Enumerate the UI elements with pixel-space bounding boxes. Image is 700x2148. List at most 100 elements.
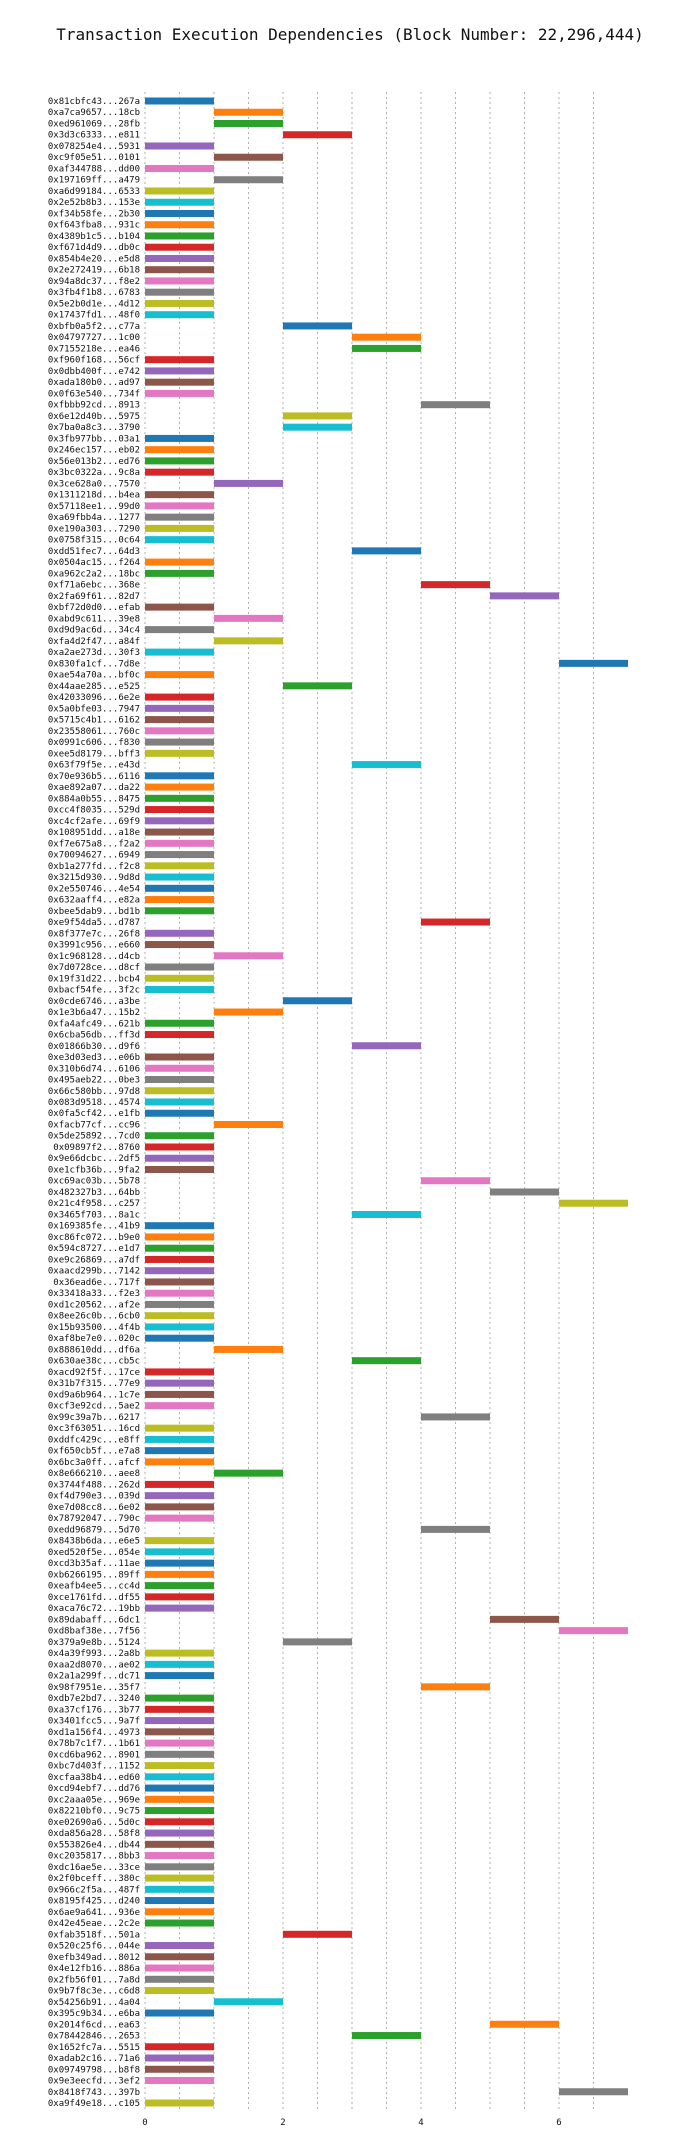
y-tick-label: 0x854b4e20...e5d8: [48, 254, 140, 264]
tx-bar: [145, 1852, 214, 1860]
tx-bar: [145, 986, 214, 994]
y-tick-label: 0x3d3c6333...e811: [48, 131, 140, 141]
y-tick-label: 0xae892a07...da22: [48, 783, 140, 793]
tx-bar: [145, 929, 214, 937]
y-tick-label: 0xaacd299b...7142: [48, 1267, 140, 1277]
tx-bar: [421, 1413, 490, 1421]
y-tick-label: 0xeafb4ee5...cc4d: [48, 1582, 140, 1592]
y-tick-label: 0x3401fcc5...9a7f: [48, 1717, 140, 1727]
y-tick-label: 0x482327b3...64bb: [48, 1188, 140, 1198]
y-tick-label: 0xa37cf176...3b77: [48, 1705, 140, 1715]
y-tick-label: 0xcd3b35af...11ae: [48, 1559, 140, 1569]
y-tick-label: 0xa9f49e18...c105: [48, 2099, 140, 2109]
tx-bar: [145, 1323, 214, 1331]
y-tick-label: 0x04797727...1c00: [48, 333, 140, 343]
tx-bar: [145, 378, 214, 386]
tx-bar: [214, 1345, 283, 1353]
y-tick-label: 0x379a9e8b...5124: [48, 1638, 140, 1648]
y-tick-label: 0xae54a70a...bf0c: [48, 671, 140, 681]
y-tick-label: 0x21c4f958...c257: [48, 1199, 140, 1209]
y-tick-label: 0x884a0b55...8475: [48, 794, 140, 804]
y-tick-label: 0xf671d4d9...db0c: [48, 243, 140, 253]
tx-bar: [145, 446, 214, 454]
y-tick-label: 0xaf8be7e0...020c: [48, 1334, 140, 1344]
y-tick-label: 0x81cbfc43...267a: [48, 97, 140, 107]
tx-bar: [145, 1975, 214, 1983]
y-tick-label: 0x395c9b34...e6ba: [48, 2009, 140, 2019]
tx-bar: [145, 1492, 214, 1500]
tx-bar: [145, 1222, 214, 1230]
tx-bar: [145, 1649, 214, 1657]
tx-bar: [145, 1289, 214, 1297]
y-tick-label: 0x2fb56f01...7a8d: [48, 1975, 140, 1985]
y-tick-label: 0x7ba0a8c3...3790: [48, 423, 140, 433]
tx-bar: [145, 1109, 214, 1117]
y-tick-label: 0x2e52b8b3...153e: [48, 198, 140, 208]
y-tick-label: 0x09897f2...8760: [53, 1143, 140, 1153]
tx-bar: [145, 1019, 214, 1027]
y-tick-label: 0x89dabaff...6dc1: [48, 1615, 140, 1625]
y-tick-label: 0x083d9518...4574: [48, 1098, 140, 1108]
tx-bar: [283, 1930, 352, 1938]
y-tick-label: 0x3215d930...9d8d: [48, 873, 140, 883]
tx-bar: [214, 614, 283, 622]
tx-bar: [283, 997, 352, 1005]
y-tick-label: 0x9b7f8c3e...c6d8: [48, 1987, 140, 1997]
tx-bar: [421, 918, 490, 926]
tx-bar: [490, 592, 559, 600]
tx-bar: [145, 1728, 214, 1736]
tx-bar: [421, 581, 490, 589]
y-tick-label: 0xcfaa38b4...ed60: [48, 1773, 140, 1783]
tx-bar: [145, 2077, 214, 2085]
tx-bar: [145, 1278, 214, 1286]
tx-bar: [145, 209, 214, 217]
y-tick-label: 0x1652fc7a...5515: [48, 2043, 140, 2053]
y-tick-label: 0xcd94ebf7...dd76: [48, 1784, 140, 1794]
tx-bar: [145, 626, 214, 634]
tx-bar: [559, 2088, 628, 2096]
y-tick-label: 0xce1761fd...df55: [48, 1593, 140, 1603]
y-tick-label: 0x888610dd...df6a: [48, 1345, 140, 1355]
tx-bar: [145, 1660, 214, 1668]
y-tick-label: 0x0504ac15...f264: [48, 558, 140, 568]
y-tick-label: 0x63f79f5e...e43d: [48, 761, 140, 771]
y-tick-label: 0x2014f6cd...ea63: [48, 2020, 140, 2030]
tx-bar: [145, 1987, 214, 1995]
y-tick-label: 0x78b7c1f7...1b61: [48, 1739, 140, 1749]
x-tick-label: 2: [280, 2118, 285, 2128]
tx-bar: [145, 806, 214, 814]
y-tick-label: 0xc69ac03b...5b78: [48, 1177, 140, 1187]
y-tick-label: 0x9e66dcbc...2df5: [48, 1154, 140, 1164]
tx-bar: [145, 1829, 214, 1837]
tx-bar: [352, 547, 421, 555]
tx-bar: [145, 862, 214, 870]
y-tick-label: 0x7155218e...ea46: [48, 344, 140, 354]
tx-bar: [145, 1435, 214, 1443]
y-tick-label: 0x553826e4...db44: [48, 1840, 140, 1850]
tx-bar: [145, 389, 214, 397]
x-tick-labels: 0 2 4 6: [142, 2118, 561, 2128]
y-tick-label: 0x70e936b5...6116: [48, 772, 140, 782]
tx-bar: [145, 851, 214, 859]
y-tick-label: 0xe1cfb36b...9fa2: [48, 1165, 140, 1175]
tx-bar: [145, 716, 214, 724]
y-tick-label: 0xbee5dab9...bd1b: [48, 907, 140, 917]
tx-bar: [145, 502, 214, 510]
tx-bar: [145, 1548, 214, 1556]
tx-bar: [145, 97, 214, 105]
y-tick-label: 0xf960f168...56cf: [48, 356, 140, 366]
y-tick-label: 0x42033096...6e2e: [48, 693, 140, 703]
tx-bar: [145, 1582, 214, 1590]
tx-bar: [283, 682, 352, 690]
y-tick-label: 0x5de25892...7cd0: [48, 1132, 140, 1142]
tx-bar: [145, 1705, 214, 1713]
y-tick-label: 0x8e666210...aee8: [48, 1469, 140, 1479]
y-tick-label: 0xd9d9ac6d...34c4: [48, 626, 140, 636]
y-tick-label: 0x5a0bfe03...7947: [48, 704, 140, 714]
tx-bar: [145, 1132, 214, 1140]
y-tick-label: 0x19f31d22...bcb4: [48, 974, 140, 984]
tx-bar: [145, 266, 214, 274]
y-tick-label: 0xc2aaa05e...969e: [48, 1795, 140, 1805]
tx-bar: [145, 1908, 214, 1916]
tx-bar: [145, 1559, 214, 1567]
